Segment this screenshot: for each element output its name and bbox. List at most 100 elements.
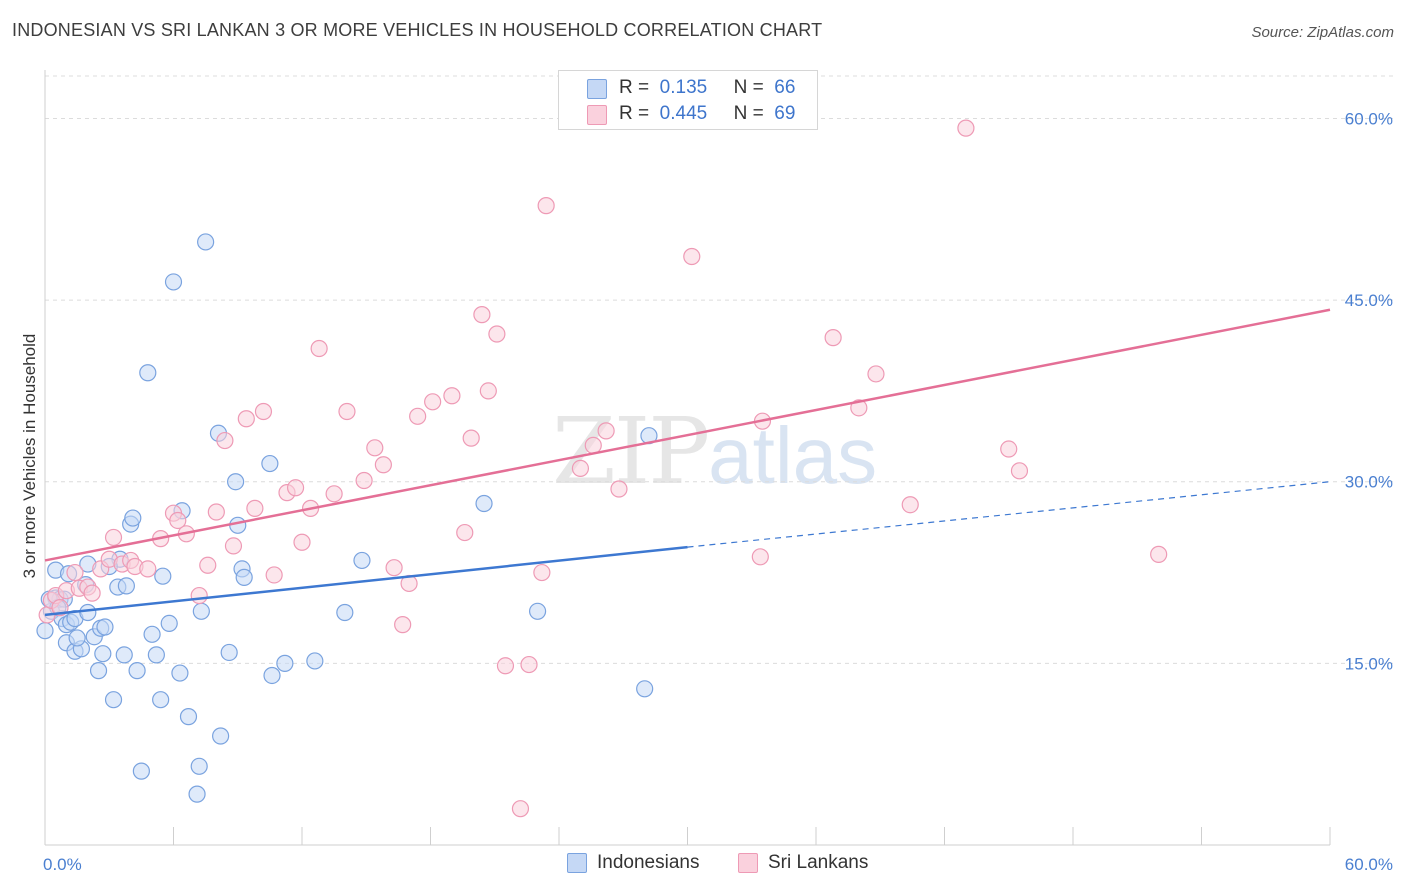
- sri-lankan-point: [751, 548, 769, 566]
- sri-lankan-point: [216, 431, 234, 450]
- bottom-legend-label-indonesians: Indonesians: [597, 852, 700, 873]
- sri-lankan-point: [325, 485, 343, 503]
- bottom-legend-swatch-sri-lankans: [738, 853, 758, 873]
- indonesian-point: [115, 646, 133, 664]
- indonesian-point: [306, 652, 324, 670]
- sri-lankan-point: [683, 247, 701, 266]
- indonesian-point: [336, 603, 354, 622]
- indonesian-point: [636, 680, 654, 698]
- y-tick-label: 60.0%: [1345, 109, 1393, 128]
- sri-lankan-point: [901, 496, 919, 514]
- sri-lankan-point: [867, 365, 885, 383]
- sri-lankan-point: [571, 459, 590, 477]
- y-tick-label: 30.0%: [1345, 473, 1393, 492]
- indonesian-point: [212, 727, 230, 745]
- sri-lankan-point: [424, 393, 442, 411]
- sri-lankan-point: [310, 339, 328, 358]
- sri-lankan-point: [338, 402, 356, 421]
- sri-lankan-point: [246, 499, 264, 517]
- sri-lankan-point: [355, 471, 373, 490]
- legend-text-sri-lankans: R = 0.445 N = 69: [619, 103, 795, 125]
- indonesian-point: [68, 629, 86, 647]
- indonesian-point: [475, 494, 493, 513]
- indonesian-point: [79, 603, 97, 622]
- sri-lankan-point: [169, 511, 187, 530]
- indonesian-point: [164, 273, 183, 291]
- chart-title: INDONESIAN VS SRI LANKAN 3 OR MORE VEHIC…: [12, 20, 823, 40]
- indonesian-point: [152, 691, 170, 709]
- legend-n-value-indonesians: 66: [774, 77, 796, 98]
- sri-lankan-point: [1000, 440, 1018, 458]
- sri-lankan-point: [824, 329, 842, 347]
- indonesian-point: [94, 645, 112, 663]
- legend-n-label: N =: [733, 77, 764, 98]
- sri-lankan-point: [511, 800, 530, 818]
- indonesian-point: [220, 643, 238, 662]
- sri-lankan-trend-line: [44, 308, 1331, 562]
- legend-r-label: R =: [619, 77, 650, 98]
- sri-lankan-point: [265, 566, 283, 584]
- indonesian-point: [261, 454, 279, 473]
- indonesian-point: [227, 473, 245, 491]
- sri-lankan-point: [496, 657, 515, 675]
- sri-lankan-point: [224, 537, 243, 555]
- sri-lankan-point: [479, 382, 497, 400]
- sri-lankan-point: [394, 616, 412, 634]
- indonesian-point: [132, 762, 150, 780]
- indonesian-point: [36, 622, 54, 640]
- x-tick-label: 60.0%: [1345, 855, 1393, 874]
- indonesian-point: [143, 625, 161, 643]
- sri-lankan-point: [366, 439, 384, 457]
- indonesian-point: [192, 602, 210, 620]
- sri-lankan-point: [473, 306, 491, 324]
- legend-box: R = 0.135 N = 66 R = 0.445 N = 69: [558, 70, 818, 130]
- bottom-legend-swatch-indonesians: [567, 853, 587, 873]
- indonesian-point: [128, 662, 146, 680]
- source-label: Source: ZipAtlas.com: [1251, 24, 1394, 41]
- sri-lankan-point: [51, 599, 69, 617]
- legend-r-label: R =: [619, 103, 650, 124]
- sri-lankan-point: [610, 480, 628, 498]
- legend-swatch-indonesians: [587, 79, 607, 99]
- sri-lankan-point: [462, 429, 480, 447]
- indonesian-trend-line: [44, 545, 688, 617]
- indonesian-point: [117, 577, 135, 595]
- indonesian-point: [188, 785, 206, 803]
- sri-lankan-point: [104, 528, 123, 547]
- indonesian-point: [528, 602, 547, 620]
- y-tick-label: 15.0%: [1345, 654, 1393, 673]
- sri-lankan-point: [139, 560, 157, 578]
- indonesian-point: [104, 691, 123, 709]
- sri-lankan-point: [254, 402, 273, 421]
- indonesian-point: [147, 646, 165, 664]
- sri-lankan-point: [584, 436, 602, 454]
- sri-lankan-point: [385, 559, 403, 577]
- sri-lankan-point: [1150, 545, 1168, 563]
- indonesian-point: [276, 654, 294, 672]
- sri-lankan-point: [443, 387, 461, 405]
- bottom-legend-label-sri-lankans: Sri Lankans: [768, 852, 869, 873]
- indonesian-point: [179, 708, 198, 726]
- indonesian-point: [124, 509, 142, 527]
- sri-lankan-point: [597, 422, 615, 440]
- sri-lankan-point: [237, 410, 255, 428]
- sri-lankan-point: [293, 533, 311, 551]
- indonesian-point: [160, 614, 178, 632]
- sri-lankan-point: [190, 586, 208, 605]
- legend-r-value-indonesians: 0.135: [659, 77, 708, 98]
- sri-lankan-point: [1010, 462, 1029, 480]
- sri-lankan-point: [409, 407, 427, 425]
- indonesian-trend-extension: [687, 481, 1331, 548]
- indonesian-point: [89, 662, 108, 680]
- legend-swatch-sri-lankans: [587, 105, 607, 125]
- sri-lankan-point: [83, 584, 101, 602]
- watermark-zip: ZIP: [552, 398, 710, 505]
- sri-lankan-point: [533, 563, 551, 582]
- indonesian-point: [171, 664, 189, 682]
- indonesian-point: [235, 568, 253, 586]
- indonesian-point: [96, 618, 114, 636]
- indonesian-point: [263, 666, 281, 685]
- x-tick-label: 0.0%: [43, 855, 82, 874]
- indonesian-point: [190, 757, 208, 775]
